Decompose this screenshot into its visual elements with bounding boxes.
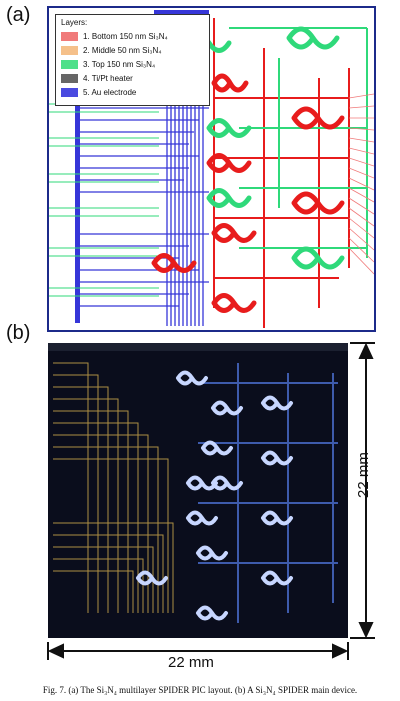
legend-item-label: 2. Middle 50 nm Si₃N₄ <box>83 45 162 55</box>
legend-swatch <box>61 87 78 97</box>
legend-item: 2. Middle 50 nm Si₃N₄ <box>61 43 204 57</box>
height-dimension-label: 22 mm <box>355 452 372 498</box>
device-photo <box>48 343 348 638</box>
width-dimension-label: 22 mm <box>168 654 214 671</box>
panel-b-label: (b) <box>6 322 31 344</box>
legend-swatch <box>61 31 78 41</box>
legend-swatch <box>61 45 78 55</box>
legend-item-label: 3. Top 150 nm Si₃N₄ <box>83 59 156 69</box>
legend-item: 3. Top 150 nm Si₃N₄ <box>61 57 204 71</box>
layer-legend: Layers: 1. Bottom 150 nm Si₃N₄ 2. Middle… <box>55 14 210 106</box>
legend-item-label: 5. Au electrode <box>83 87 137 97</box>
figure-caption: Fig. 7. (a) The Si₃N₄ multilayer SPIDER … <box>42 685 358 695</box>
pic-layout-figure: Layers: 1. Bottom 150 nm Si₃N₄ 2. Middle… <box>47 6 376 332</box>
legend-swatch <box>61 73 78 83</box>
legend-item-label: 4. Ti/Pt heater <box>83 73 133 83</box>
legend-item-label: 1. Bottom 150 nm Si₃N₄ <box>83 31 168 41</box>
legend-item: 4. Ti/Pt heater <box>61 71 204 85</box>
legend-item: 1. Bottom 150 nm Si₃N₄ <box>61 29 204 43</box>
device-photo-drawing <box>48 343 348 638</box>
legend-swatch <box>61 59 78 69</box>
legend-title: Layers: <box>61 18 88 27</box>
legend-item: 5. Au electrode <box>61 85 204 99</box>
panel-a-label: (a) <box>6 4 31 26</box>
